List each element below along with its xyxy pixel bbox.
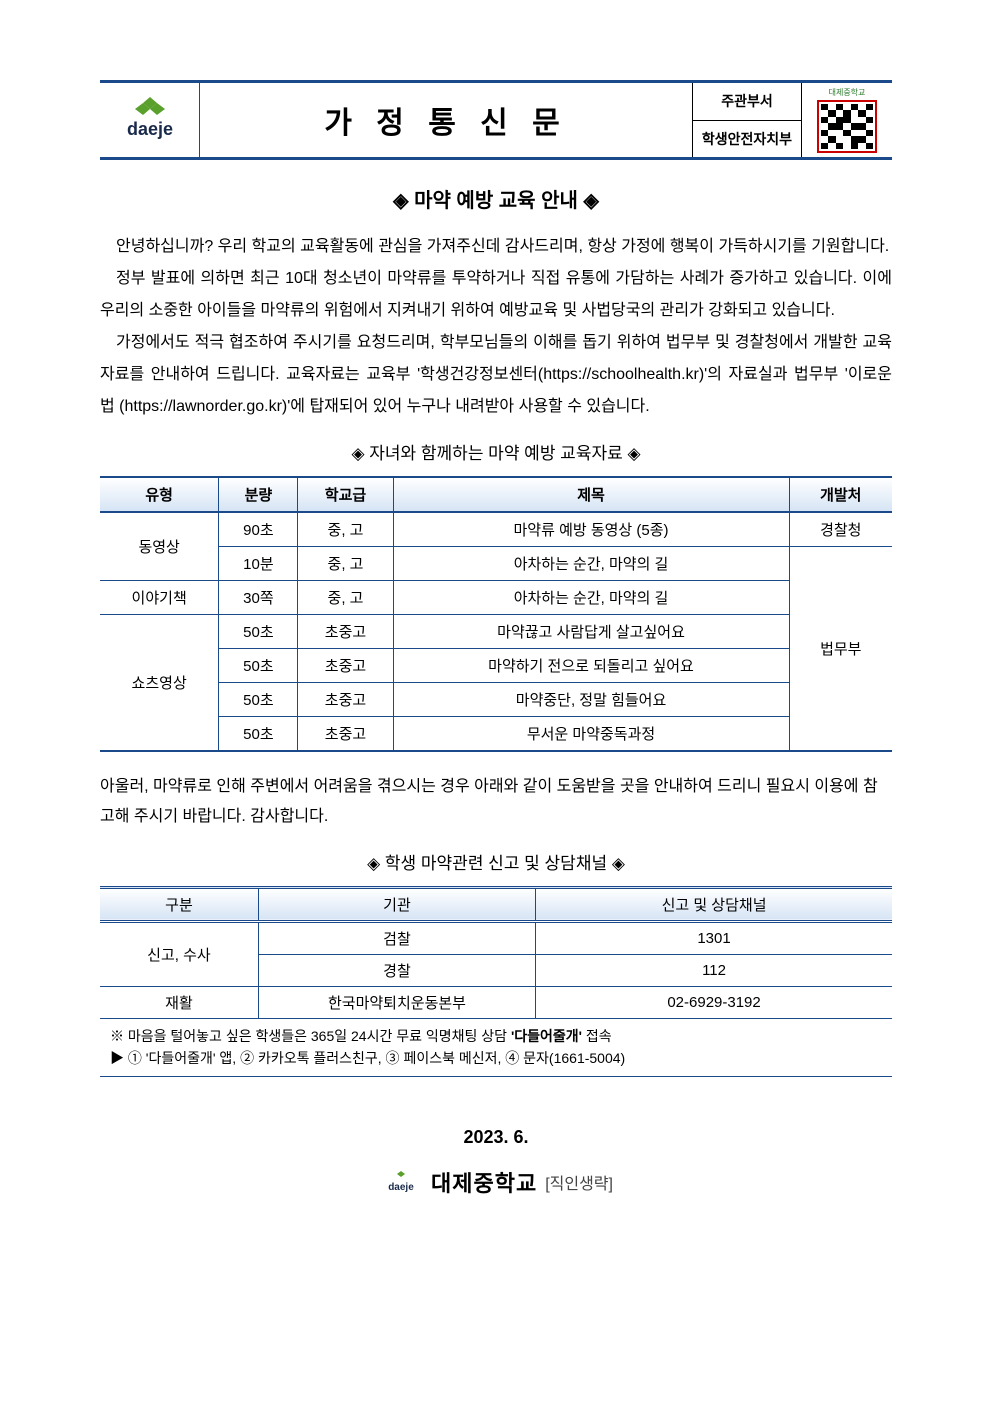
materials-level: 초중고 xyxy=(298,649,393,683)
paragraph-2: 정부 발표에 의하면 최근 10대 청소년이 마약류를 투약하거나 직접 유통에… xyxy=(100,263,892,327)
paragraph-1: 안녕하십니까? 우리 학교의 교육활동에 관심을 가져주신데 감사드리며, 항상… xyxy=(100,231,892,263)
materials-title: 아차하는 순간, 마약의 길 xyxy=(393,581,789,615)
materials-col-3: 제목 xyxy=(393,477,789,512)
materials-type: 이야기책 xyxy=(100,581,219,615)
materials-col-1: 분량 xyxy=(219,477,298,512)
materials-duration: 50초 xyxy=(219,717,298,752)
materials-col-2: 학교급 xyxy=(298,477,393,512)
materials-title: 아차하는 순간, 마약의 길 xyxy=(393,547,789,581)
channels-col-0: 구분 xyxy=(100,887,258,921)
logo-cell: daeje xyxy=(100,83,200,157)
channels-note: ※ 마음을 털어놓고 싶은 학생들은 365일 24시간 무료 익명채팅 상담 … xyxy=(100,1018,892,1076)
svg-text:daeje: daeje xyxy=(126,119,172,139)
materials-row: 50초초중고마약중단, 정말 힘들어요 xyxy=(100,683,892,717)
subtitle: ◈ 마약 예방 교육 안내 ◈ xyxy=(100,184,892,213)
body-paragraphs: 안녕하십니까? 우리 학교의 교육활동에 관심을 가져주신데 감사드리며, 항상… xyxy=(100,231,892,423)
channels-col-1: 기관 xyxy=(258,887,535,921)
materials-level: 초중고 xyxy=(298,717,393,752)
materials-duration: 30쪽 xyxy=(219,581,298,615)
channels-org: 검찰 xyxy=(258,921,535,954)
channels-row: 재활한국마약퇴치운동본부02-6929-3192 xyxy=(100,986,892,1018)
materials-level: 초중고 xyxy=(298,683,393,717)
materials-title: 무서운 마약중독과정 xyxy=(393,717,789,752)
materials-title: 마약끊고 사람답게 살고싶어요 xyxy=(393,615,789,649)
materials-row: 10분중, 고아차하는 순간, 마약의 길법무부 xyxy=(100,547,892,581)
materials-row: 50초초중고마약하기 전으로 되돌리고 싶어요 xyxy=(100,649,892,683)
materials-row: 50초초중고무서운 마약중독과정 xyxy=(100,717,892,752)
materials-duration: 50초 xyxy=(219,649,298,683)
materials-type: 쇼츠영상 xyxy=(100,615,219,752)
materials-title: 마약중단, 정말 힘들어요 xyxy=(393,683,789,717)
department-cell: 주관부서 학생안전자치부 xyxy=(692,83,802,157)
materials-col-4: 개발처 xyxy=(789,477,892,512)
materials-level: 중, 고 xyxy=(298,512,393,547)
materials-row: 이야기책30쪽중, 고아차하는 순간, 마약의 길 xyxy=(100,581,892,615)
materials-duration: 50초 xyxy=(219,615,298,649)
footer-logo-icon: daeje xyxy=(379,1170,423,1194)
qr-code-icon xyxy=(817,100,877,153)
department-name: 학생안전자치부 xyxy=(693,121,801,158)
svg-text:daeje: daeje xyxy=(388,1182,414,1193)
materials-type: 동영상 xyxy=(100,512,219,581)
footer-stamp: [직인생략] xyxy=(545,1170,613,1194)
footer-school-name: 대제중학교 xyxy=(431,1166,537,1198)
footer-school-row: daeje 대제중학교 [직인생략] xyxy=(100,1166,892,1198)
department-label: 주관부서 xyxy=(693,83,801,121)
channels-row: 신고, 수사검찰1301 xyxy=(100,921,892,954)
section1-heading: ◈ 자녀와 함께하는 마약 예방 교육자료 ◈ xyxy=(100,439,892,464)
channels-table: 구분기관신고 및 상담채널 신고, 수사검찰1301경찰112재활한국마약퇴치운… xyxy=(100,886,892,1077)
document-footer: 2023. 6. daeje 대제중학교 [직인생략] xyxy=(100,1127,892,1198)
channels-category: 신고, 수사 xyxy=(100,921,258,986)
channels-note-row: ※ 마음을 털어놓고 싶은 학생들은 365일 24시간 무료 익명채팅 상담 … xyxy=(100,1018,892,1076)
paragraph-3: 가정에서도 적극 협조하여 주시기를 요청드리며, 학부모님들의 이해를 돕기 … xyxy=(100,327,892,423)
section2-heading: ◈ 학생 마약관련 신고 및 상담채널 ◈ xyxy=(100,849,892,874)
channels-contact: 112 xyxy=(536,954,892,986)
materials-developer: 경찰청 xyxy=(789,512,892,547)
materials-level: 중, 고 xyxy=(298,547,393,581)
daeje-logo-icon: daeje xyxy=(115,95,185,145)
materials-developer: 법무부 xyxy=(789,547,892,752)
channels-category: 재활 xyxy=(100,986,258,1018)
channels-contact: 02-6929-3192 xyxy=(536,986,892,1018)
channels-org: 경찰 xyxy=(258,954,535,986)
materials-level: 중, 고 xyxy=(298,581,393,615)
materials-duration: 10분 xyxy=(219,547,298,581)
materials-row: 쇼츠영상50초초중고마약끊고 사람답게 살고싶어요 xyxy=(100,615,892,649)
materials-level: 초중고 xyxy=(298,615,393,649)
document-header: daeje 가 정 통 신 문 주관부서 학생안전자치부 대제중학교 xyxy=(100,80,892,160)
document-title: 가 정 통 신 문 xyxy=(200,83,692,157)
mid-paragraph: 아울러, 마약류로 인해 주변에서 어려움을 겪으시는 경우 아래와 같이 도움… xyxy=(100,772,892,833)
materials-table: 유형분량학교급제목개발처 동영상90초중, 고마약류 예방 동영상 (5종)경찰… xyxy=(100,476,892,752)
channels-org: 한국마약퇴치운동본부 xyxy=(258,986,535,1018)
materials-duration: 50초 xyxy=(219,683,298,717)
channels-contact: 1301 xyxy=(536,921,892,954)
qr-label: 대제중학교 xyxy=(829,87,866,98)
materials-row: 동영상90초중, 고마약류 예방 동영상 (5종)경찰청 xyxy=(100,512,892,547)
materials-duration: 90초 xyxy=(219,512,298,547)
materials-title: 마약하기 전으로 되돌리고 싶어요 xyxy=(393,649,789,683)
materials-col-0: 유형 xyxy=(100,477,219,512)
channels-col-2: 신고 및 상담채널 xyxy=(536,887,892,921)
footer-date: 2023. 6. xyxy=(100,1127,892,1148)
qr-cell: 대제중학교 xyxy=(802,83,892,157)
materials-title: 마약류 예방 동영상 (5종) xyxy=(393,512,789,547)
